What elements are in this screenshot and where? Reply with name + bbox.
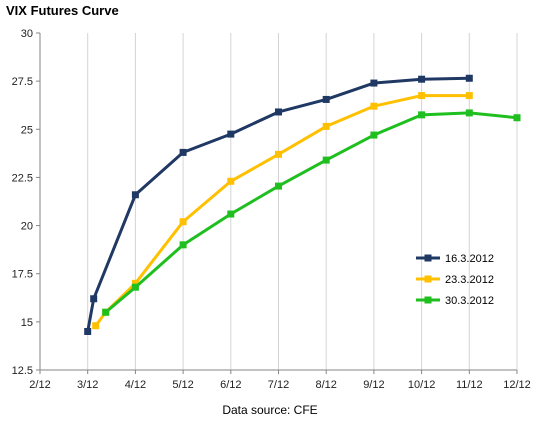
legend-marker xyxy=(424,254,432,262)
data-point xyxy=(131,279,139,287)
data-point xyxy=(131,283,139,291)
data-point xyxy=(322,122,330,130)
y-tick-label: 27.5 xyxy=(12,76,33,88)
x-tick-label: 7/12 xyxy=(268,379,289,391)
series-line-16.3.2012 xyxy=(86,76,470,332)
data-point xyxy=(275,108,282,116)
data-point xyxy=(179,148,187,156)
series-line-30.3.2012 xyxy=(104,111,518,314)
x-tick-label: 9/12 xyxy=(363,379,384,391)
data-point xyxy=(418,75,426,83)
x-tick-label: 11/12 xyxy=(456,379,483,391)
data-point xyxy=(179,241,187,249)
data-point xyxy=(275,182,282,190)
data-point xyxy=(227,177,235,185)
x-axis-label: Data source: CFE xyxy=(222,403,318,417)
y-tick-label: 25 xyxy=(21,124,33,136)
data-point xyxy=(465,109,473,117)
data-point xyxy=(275,150,282,158)
legend-marker xyxy=(424,296,432,304)
x-tick-label: 5/12 xyxy=(172,379,193,391)
data-point xyxy=(102,308,110,316)
y-tick-label: 17.5 xyxy=(12,269,33,281)
data-point xyxy=(465,92,473,100)
data-point xyxy=(513,114,521,122)
x-tick-label: 8/12 xyxy=(315,379,336,391)
legend-label: 23.3.2012 xyxy=(445,274,494,286)
y-tick-label: 12.5 xyxy=(12,365,33,377)
x-tick-label: 4/12 xyxy=(125,379,146,391)
x-tick-label: 6/12 xyxy=(220,379,241,391)
legend-label: 30.3.2012 xyxy=(445,295,494,307)
y-tick-label: 30 xyxy=(21,28,33,40)
x-tick-label: 10/12 xyxy=(408,379,436,391)
y-tick-label: 15 xyxy=(21,317,33,329)
data-point xyxy=(322,95,330,103)
legend-marker xyxy=(424,275,432,283)
data-point xyxy=(465,74,473,82)
data-point xyxy=(370,79,378,87)
series-line-23.3.2012 xyxy=(94,94,470,327)
data-point xyxy=(370,102,378,110)
y-tick-label: 20 xyxy=(21,221,33,233)
x-tick-label: 12/12 xyxy=(503,379,531,391)
data-point xyxy=(418,92,426,100)
legend-label: 16.3.2012 xyxy=(445,253,494,265)
data-point xyxy=(179,218,187,226)
data-point xyxy=(322,156,330,164)
data-point xyxy=(227,130,235,138)
data-point xyxy=(92,322,100,330)
data-point xyxy=(370,131,378,139)
data-point xyxy=(90,295,98,303)
data-point xyxy=(131,191,139,199)
chart-title: VIX Futures Curve xyxy=(6,3,119,18)
data-point xyxy=(227,210,235,218)
data-point xyxy=(418,111,426,119)
x-tick-label: 3/12 xyxy=(77,379,98,391)
y-tick-label: 22.5 xyxy=(12,172,33,184)
x-tick-label: 2/12 xyxy=(29,379,50,391)
data-point xyxy=(84,327,92,335)
